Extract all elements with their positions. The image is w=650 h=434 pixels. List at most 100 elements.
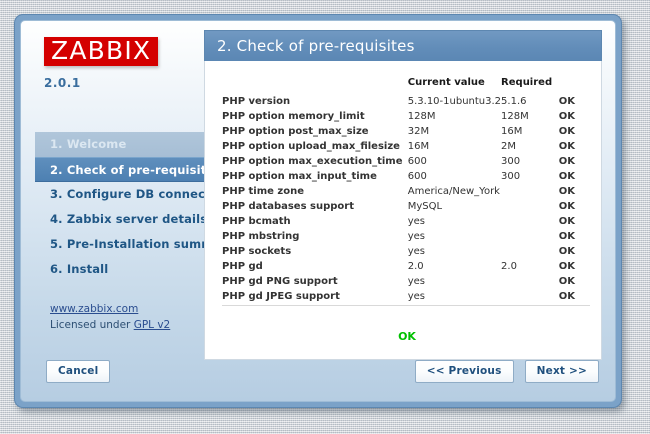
cell-current: 128M (407, 111, 436, 122)
cell-name: PHP gd JPEG support (222, 291, 340, 302)
cell-name: PHP option max_input_time (222, 171, 377, 182)
cell-required (501, 229, 559, 244)
cell-current: 600 (407, 171, 427, 182)
installer-window-inner: ZABBIX 2.0.1 1. Welcome 2. Check of pre-… (20, 20, 616, 402)
cell-required: 5.1.6 (501, 96, 527, 107)
column-header-required: Required (501, 77, 553, 88)
cell-name: PHP gd PNG support (222, 276, 338, 287)
cell-status: OK (558, 231, 575, 242)
cell-current: yes (407, 246, 426, 257)
cell-status: OK (558, 171, 575, 182)
license-prefix-label: Licensed under (50, 319, 134, 331)
cell-required (501, 214, 559, 229)
table-row: PHP time zone America/New_York OK (222, 184, 590, 199)
table-row: PHP option memory_limit 128M 128M OK (222, 109, 590, 124)
version-label: 2.0.1 (44, 76, 81, 90)
cell-current: America/New_York (407, 186, 500, 197)
table-row: PHP gd PNG support yes OK (222, 274, 590, 289)
table-row: PHP bcmath yes OK (222, 214, 590, 229)
brand-block: ZABBIX 2.0.1 (44, 37, 159, 90)
sidebar-item-prerequisites[interactable]: 2. Check of pre-requisites (35, 157, 221, 182)
content-body: Current value Required PHP version 5.3.10… (204, 61, 602, 360)
column-header-current: Current value (407, 77, 485, 88)
page-title: 2. Check of pre-requisites (204, 30, 602, 61)
sidebar-item-db-connection[interactable]: 3. Configure DB connection (50, 187, 232, 201)
cell-current: 32M (407, 126, 430, 137)
previous-button[interactable]: << Previous (414, 360, 514, 383)
cell-name: PHP databases support (222, 201, 354, 212)
cell-status: OK (558, 126, 575, 137)
next-button[interactable]: Next >> (524, 360, 599, 383)
cell-current: 5.3.10-1ubuntu3.2 (407, 96, 502, 107)
cell-required (501, 199, 559, 214)
cell-status: OK (558, 201, 575, 212)
cell-status: OK (558, 276, 575, 287)
cell-status: OK (558, 291, 575, 302)
cell-status: OK (558, 246, 575, 257)
cell-required (501, 244, 559, 259)
cell-required (501, 274, 559, 289)
cell-name: PHP option max_execution_time (222, 156, 403, 167)
sidebar-item-welcome[interactable]: 1. Welcome (35, 132, 204, 157)
cancel-button[interactable]: Cancel (46, 360, 111, 383)
cell-current: 600 (407, 156, 427, 167)
sidebar-footer-links: www.zabbix.com Licensed under GPL v2 (50, 301, 170, 333)
table-row: PHP gd JPEG support yes OK (222, 289, 590, 304)
cell-current: yes (407, 231, 426, 242)
license-row: Licensed under GPL v2 (50, 317, 170, 333)
table-header-row: Current value Required (222, 77, 590, 94)
cell-required: 2.0 (501, 261, 517, 272)
table-body: PHP version 5.3.10-1ubuntu3.2 5.1.6 OK PHP o… (222, 94, 590, 304)
column-header-status (559, 77, 590, 94)
cell-name: PHP option upload_max_filesize (222, 141, 400, 152)
wizard-step-list: 1. Welcome 2. Check of pre-requisites 3.… (35, 132, 235, 282)
cell-current: yes (407, 276, 426, 287)
cell-current: MySQL (407, 201, 443, 212)
license-link[interactable]: GPL v2 (133, 319, 171, 331)
cell-current: yes (407, 216, 426, 227)
cell-status: OK (558, 186, 575, 197)
cell-name: PHP sockets (222, 246, 292, 257)
table-row: PHP option max_input_time 600 300 OK (222, 169, 590, 184)
cell-name: PHP bcmath (222, 216, 291, 227)
cell-required: 2M (501, 141, 517, 152)
cell-name: PHP mbstring (222, 231, 300, 242)
table-row: PHP sockets yes OK (222, 244, 590, 259)
website-link-row: www.zabbix.com (50, 301, 170, 317)
table-row: PHP gd 2.0 2.0 OK (222, 259, 590, 274)
zabbix-website-link[interactable]: www.zabbix.com (50, 303, 139, 315)
table-bottom-divider (222, 305, 590, 306)
cell-status: OK (558, 96, 575, 107)
cell-required: 300 (501, 156, 521, 167)
content-panel: 2. Check of pre-requisites Current value… (204, 30, 602, 360)
table-head: Current value Required (222, 77, 590, 94)
table-row: PHP option max_execution_time 600 300 OK (222, 154, 590, 169)
sidebar: ZABBIX 2.0.1 1. Welcome 2. Check of pre-… (21, 21, 235, 401)
cell-name: PHP option post_max_size (222, 126, 369, 137)
cell-name: PHP gd (222, 261, 263, 272)
cell-name: PHP version (222, 96, 291, 107)
prerequisites-table: Current value Required PHP version 5.3.10… (222, 77, 590, 304)
overall-status-label: OK (398, 330, 416, 343)
cell-current: yes (407, 291, 426, 302)
sidebar-item-install[interactable]: 6. Install (50, 262, 109, 276)
cell-status: OK (558, 141, 575, 152)
installer-window: ZABBIX 2.0.1 1. Welcome 2. Check of pre-… (14, 14, 622, 408)
wizard-nav-buttons: << Previous Next >> (409, 359, 599, 383)
cell-status: OK (558, 156, 575, 167)
cell-status: OK (558, 261, 575, 272)
zabbix-logo: ZABBIX (44, 37, 159, 66)
cell-current: 16M (407, 141, 430, 152)
table-row: PHP option upload_max_filesize 16M 2M OK (222, 139, 590, 154)
cell-status: OK (558, 111, 575, 122)
column-header-name (222, 77, 408, 94)
cancel-button-wrap: Cancel (46, 359, 111, 383)
cell-required: 300 (501, 171, 521, 182)
cell-status: OK (558, 216, 575, 227)
sidebar-item-summary[interactable]: 5. Pre-Installation summary (50, 237, 235, 251)
table-row: PHP version 5.3.10-1ubuntu3.2 5.1.6 OK (222, 94, 590, 109)
sidebar-item-server-details[interactable]: 4. Zabbix server details (50, 212, 208, 226)
cell-required (501, 184, 559, 199)
table-row: PHP mbstring yes OK (222, 229, 590, 244)
table-row: PHP databases support MySQL OK (222, 199, 590, 214)
